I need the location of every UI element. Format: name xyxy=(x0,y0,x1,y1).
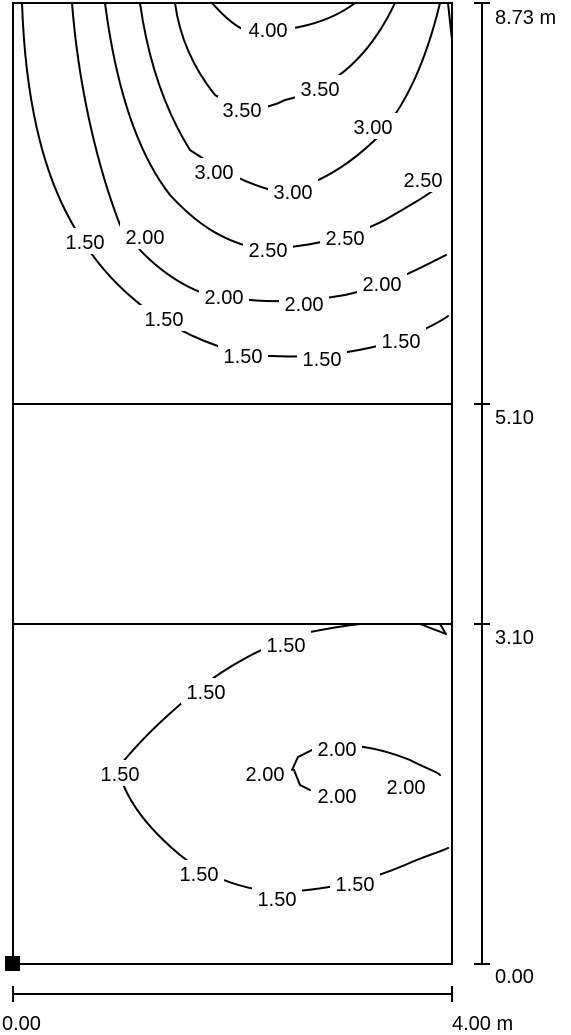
vertical-dimension-scale: 0.00 3.10 5.10 8.73 m xyxy=(474,2,556,988)
contour-line xyxy=(117,623,449,893)
contour-label: 2.00 xyxy=(285,294,324,316)
dimension-tick-label: 4.00 m xyxy=(452,1013,513,1035)
contour-label: 1.50 xyxy=(180,864,219,886)
contour-label: 2.50 xyxy=(404,170,443,192)
dimension-tick-label: 0.00 xyxy=(2,1013,41,1035)
plan-outline xyxy=(5,2,453,971)
contour-label: 2.50 xyxy=(249,240,288,262)
contour-label: 2.00 xyxy=(318,739,357,761)
contour-line xyxy=(447,2,453,41)
contour-label: 3.00 xyxy=(354,117,393,139)
contour-line xyxy=(104,2,447,250)
lower-contour-lines xyxy=(117,623,449,893)
contour-label: 1.50 xyxy=(187,682,226,704)
contour-label: 1.50 xyxy=(224,346,263,368)
contour-label: 1.50 xyxy=(66,232,105,254)
contour-label: 2.00 xyxy=(205,287,244,309)
contour-label: 2.00 xyxy=(387,777,426,799)
contour-label: 3.50 xyxy=(223,100,262,122)
contour-label: 3.50 xyxy=(301,79,340,101)
horizontal-dimension-scale: 0.00 4.00 m xyxy=(2,986,513,1035)
dimension-tick-label: 3.10 xyxy=(495,627,534,649)
room-boundary xyxy=(12,2,453,965)
dimension-tick-label: 5.10 xyxy=(495,407,534,429)
contour-label: 1.50 xyxy=(336,874,375,896)
upper-contour-labels: 4.00 3.50 3.50 3.00 3.00 3.00 2.50 1.50 … xyxy=(60,16,448,371)
contour-label: 1.50 xyxy=(145,309,184,331)
lower-contour-labels: 1.50 1.50 1.50 2.00 2.00 2.00 2.00 1.50 … xyxy=(95,631,431,911)
contour-label: 1.50 xyxy=(382,331,421,353)
dimension-tick-label: 0.00 xyxy=(495,966,534,988)
contour-line xyxy=(419,623,447,635)
contour-label: 4.00 xyxy=(249,20,288,42)
contour-label: 2.00 xyxy=(318,786,357,808)
contour-label: 3.00 xyxy=(274,182,313,204)
contour-label: 2.50 xyxy=(326,228,365,250)
contour-label: 3.00 xyxy=(195,162,234,184)
contour-label: 2.00 xyxy=(363,274,402,296)
contour-label: 2.00 xyxy=(126,227,165,249)
dimension-tick-label: 8.73 m xyxy=(495,7,556,29)
contour-label: 1.50 xyxy=(101,764,140,786)
contour-label: 1.50 xyxy=(303,349,342,371)
contour-label: 1.50 xyxy=(258,889,297,911)
contour-label: 2.00 xyxy=(246,764,285,786)
origin-marker xyxy=(5,956,20,971)
contour-label: 1.50 xyxy=(267,635,306,657)
